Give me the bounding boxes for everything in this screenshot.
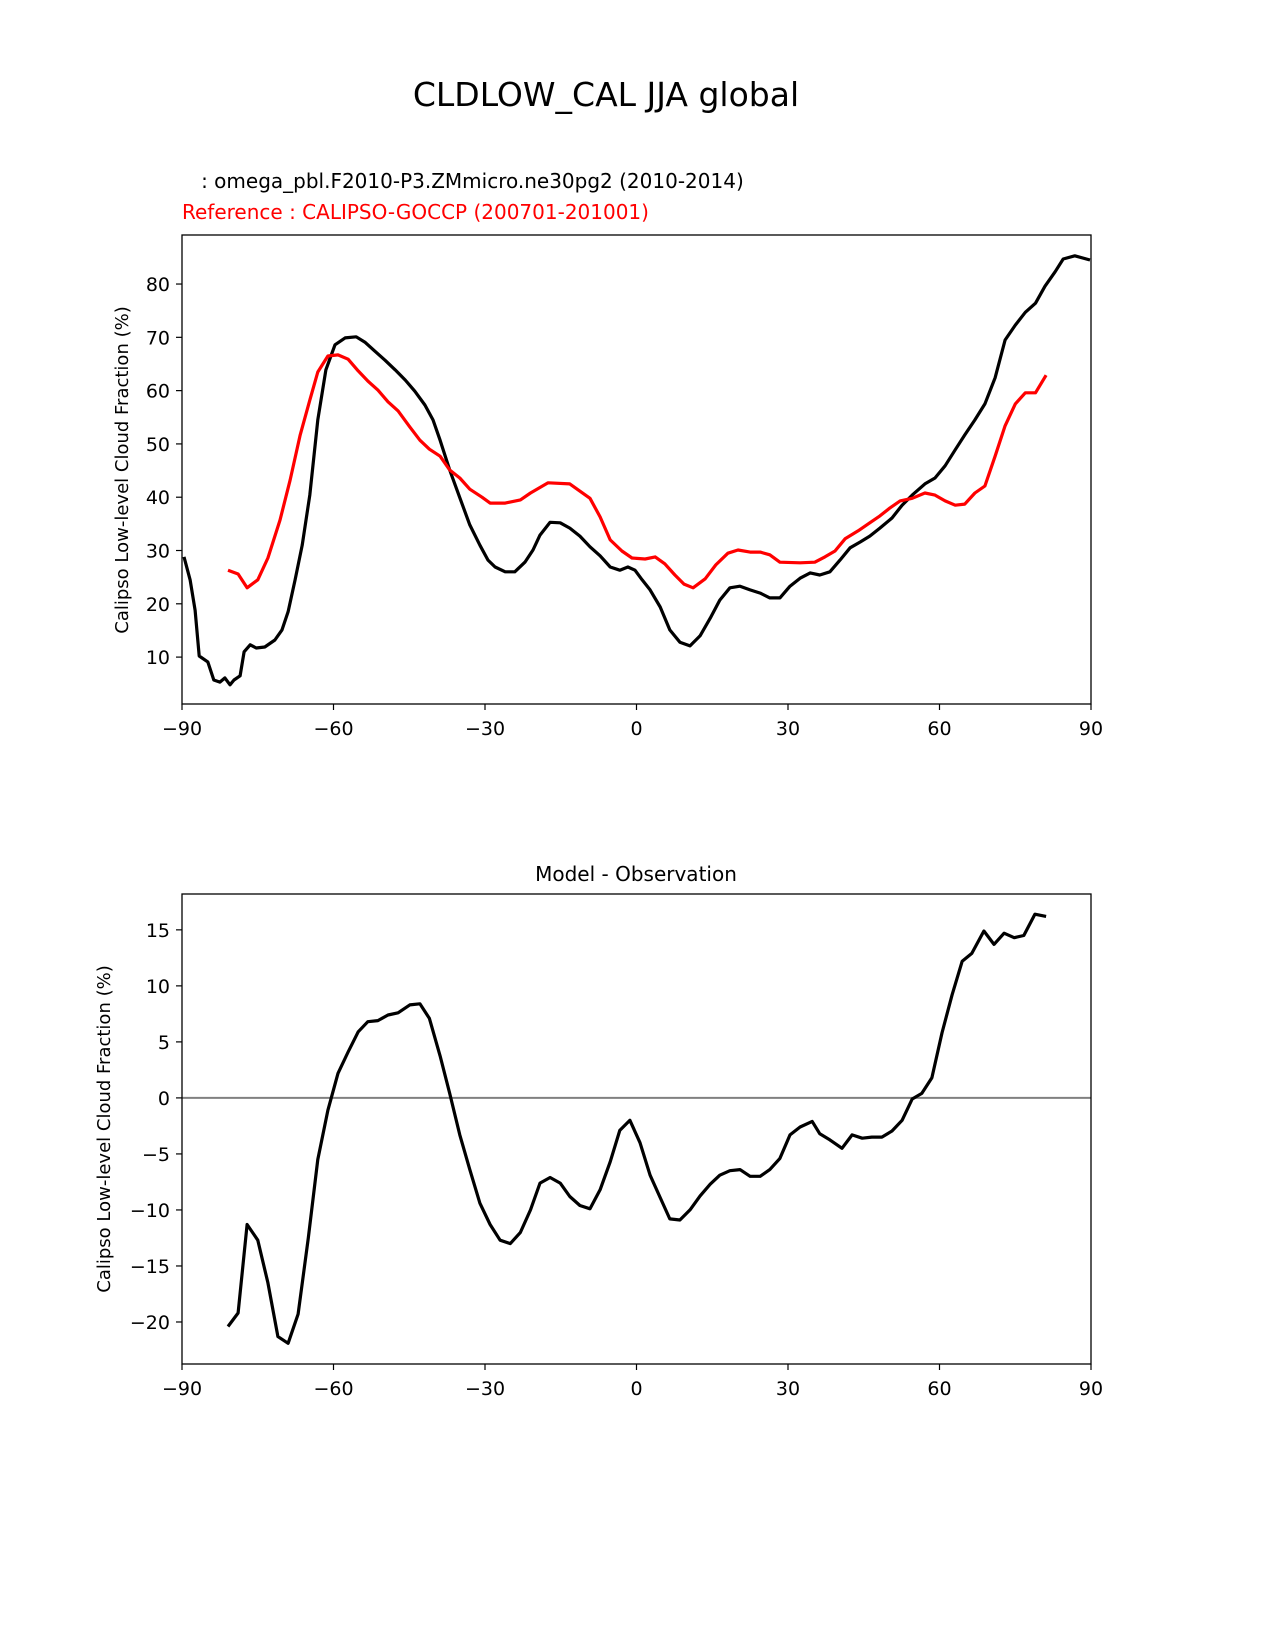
y-tick-label: 80 (146, 274, 170, 296)
x-tick-label: 90 (1079, 1378, 1103, 1400)
y-tick-label: 40 (146, 487, 170, 509)
x-tick-label: 30 (776, 718, 800, 740)
model-subtitle: : omega_pbl.F2010-P3.ZMmicro.ne30pg2 (20… (182, 169, 744, 193)
y-tick-label: −15 (130, 1256, 170, 1278)
x-tick-label: 0 (630, 718, 642, 740)
difference-line (226, 912, 1047, 1345)
x-tick-label: −60 (313, 718, 353, 740)
diff-plot-title: Model - Observation (535, 862, 737, 886)
axes-frame (181, 893, 1092, 1365)
x-tick-label: −30 (465, 718, 505, 740)
y-tick-label: 5 (158, 1032, 170, 1054)
x-tick-label: 60 (927, 1378, 951, 1400)
y-tick-label: −20 (130, 1312, 170, 1334)
x-tick-label: 60 (927, 718, 951, 740)
x-tick-label: −30 (465, 1378, 505, 1400)
reference-subtitle: Reference : CALIPSO-GOCCP (200701-201001… (182, 200, 649, 224)
bottom-axes: −90 −60 −30 0 30 60 90 −20 −15 −10 −5 0 5 10 15 (130, 893, 1103, 1400)
top-ylabel: Calipso Low-level Cloud Fraction (%) (112, 306, 133, 633)
reference-line (227, 353, 1048, 590)
top-axes: −90 −60 −30 0 30 60 90 10 20 30 40 50 60 70 80 (146, 234, 1103, 740)
model-line (182, 254, 1091, 687)
y-tick-label: 70 (146, 327, 170, 349)
bottom-ylabel: Calipso Low-level Cloud Fraction (%) (94, 965, 115, 1292)
x-tick-label: −60 (313, 1378, 353, 1400)
y-tick-label: 30 (146, 541, 170, 563)
x-tick-label: −90 (162, 1378, 202, 1400)
y-tick-label: 10 (146, 976, 170, 998)
x-tick-label: 0 (630, 1378, 642, 1400)
y-tick-label: −5 (142, 1144, 170, 1166)
x-tick-label: −90 (162, 718, 202, 740)
y-tick-label: 10 (146, 647, 170, 669)
y-tick-label: −10 (130, 1200, 170, 1222)
x-tick-label: 30 (776, 1378, 800, 1400)
x-tick-label: 90 (1079, 718, 1103, 740)
y-tick-label: 20 (146, 594, 170, 616)
y-tick-label: 0 (158, 1088, 170, 1110)
y-tick-label: 60 (146, 381, 170, 403)
y-tick-label: 15 (146, 920, 170, 942)
axes-frame (181, 234, 1092, 705)
figure-title: CLDLOW_CAL JJA global (413, 75, 799, 114)
y-tick-label: 50 (146, 434, 170, 456)
